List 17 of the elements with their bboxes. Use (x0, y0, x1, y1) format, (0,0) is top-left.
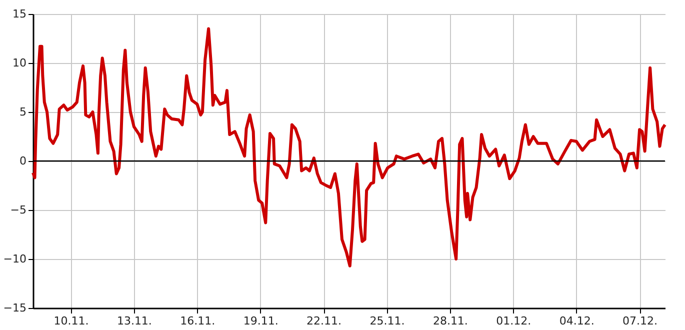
x-tick-label: 04.12. (559, 314, 594, 328)
y-tick-label: 10 (12, 56, 26, 70)
y-tick-label: 15 (12, 8, 26, 20)
x-tick-label: 22.11. (306, 314, 342, 328)
x-tick-label: 16.11. (180, 314, 216, 328)
y-tick-label: −5 (10, 204, 26, 216)
x-tick-label: 25.11. (370, 314, 405, 328)
x-tick-label: 19.11. (243, 314, 278, 328)
x-tick-label: 13.11. (116, 314, 152, 328)
x-tick-label: 07.12. (622, 314, 658, 328)
x-tick-label: 28.11. (432, 314, 468, 328)
x-tick-label: 10.11. (54, 314, 89, 328)
y-tick-label: 5 (20, 106, 26, 118)
x-tick-label: 01.12. (496, 314, 532, 328)
y-tick-label: −10 (3, 252, 26, 266)
y-tick-label: −15 (3, 302, 26, 314)
y-tick-label: 0 (20, 154, 26, 168)
